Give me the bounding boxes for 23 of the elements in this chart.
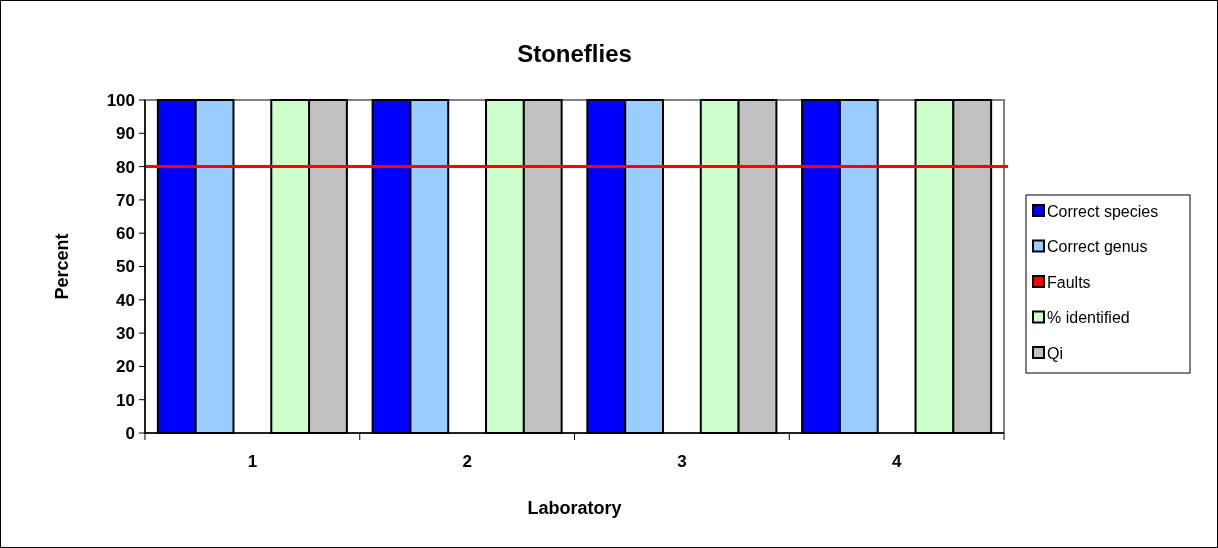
y-tick-label: 40 <box>116 290 135 310</box>
x-tick-label: 2 <box>462 452 472 471</box>
y-tick-label: 80 <box>116 157 135 177</box>
legend-label: Qi <box>1047 344 1063 362</box>
y-tick-label: 50 <box>116 257 135 277</box>
legend-label: Faults <box>1047 273 1091 291</box>
y-tick-label: 70 <box>116 190 135 210</box>
x-tick-label: 1 <box>247 452 258 471</box>
legend-label: % identified <box>1047 309 1130 327</box>
y-tick-label: 20 <box>116 357 135 377</box>
x-tick-label: 3 <box>677 452 687 471</box>
y-tick-label: 0 <box>125 423 135 443</box>
x-axis-title: Laboratory <box>527 498 622 518</box>
y-axis-title: Percent <box>52 233 72 300</box>
legend-label: Correct genus <box>1047 238 1148 256</box>
y-tick-label: 10 <box>116 390 135 410</box>
y-tick-label: 60 <box>116 224 135 244</box>
y-tick-label: 30 <box>116 324 135 344</box>
x-tick-label: 4 <box>891 452 902 471</box>
y-tick-label: 100 <box>106 90 135 110</box>
legend-label: Correct species <box>1047 202 1159 220</box>
y-tick-label: 90 <box>116 124 135 144</box>
chart-title: Stoneflies <box>517 40 632 67</box>
